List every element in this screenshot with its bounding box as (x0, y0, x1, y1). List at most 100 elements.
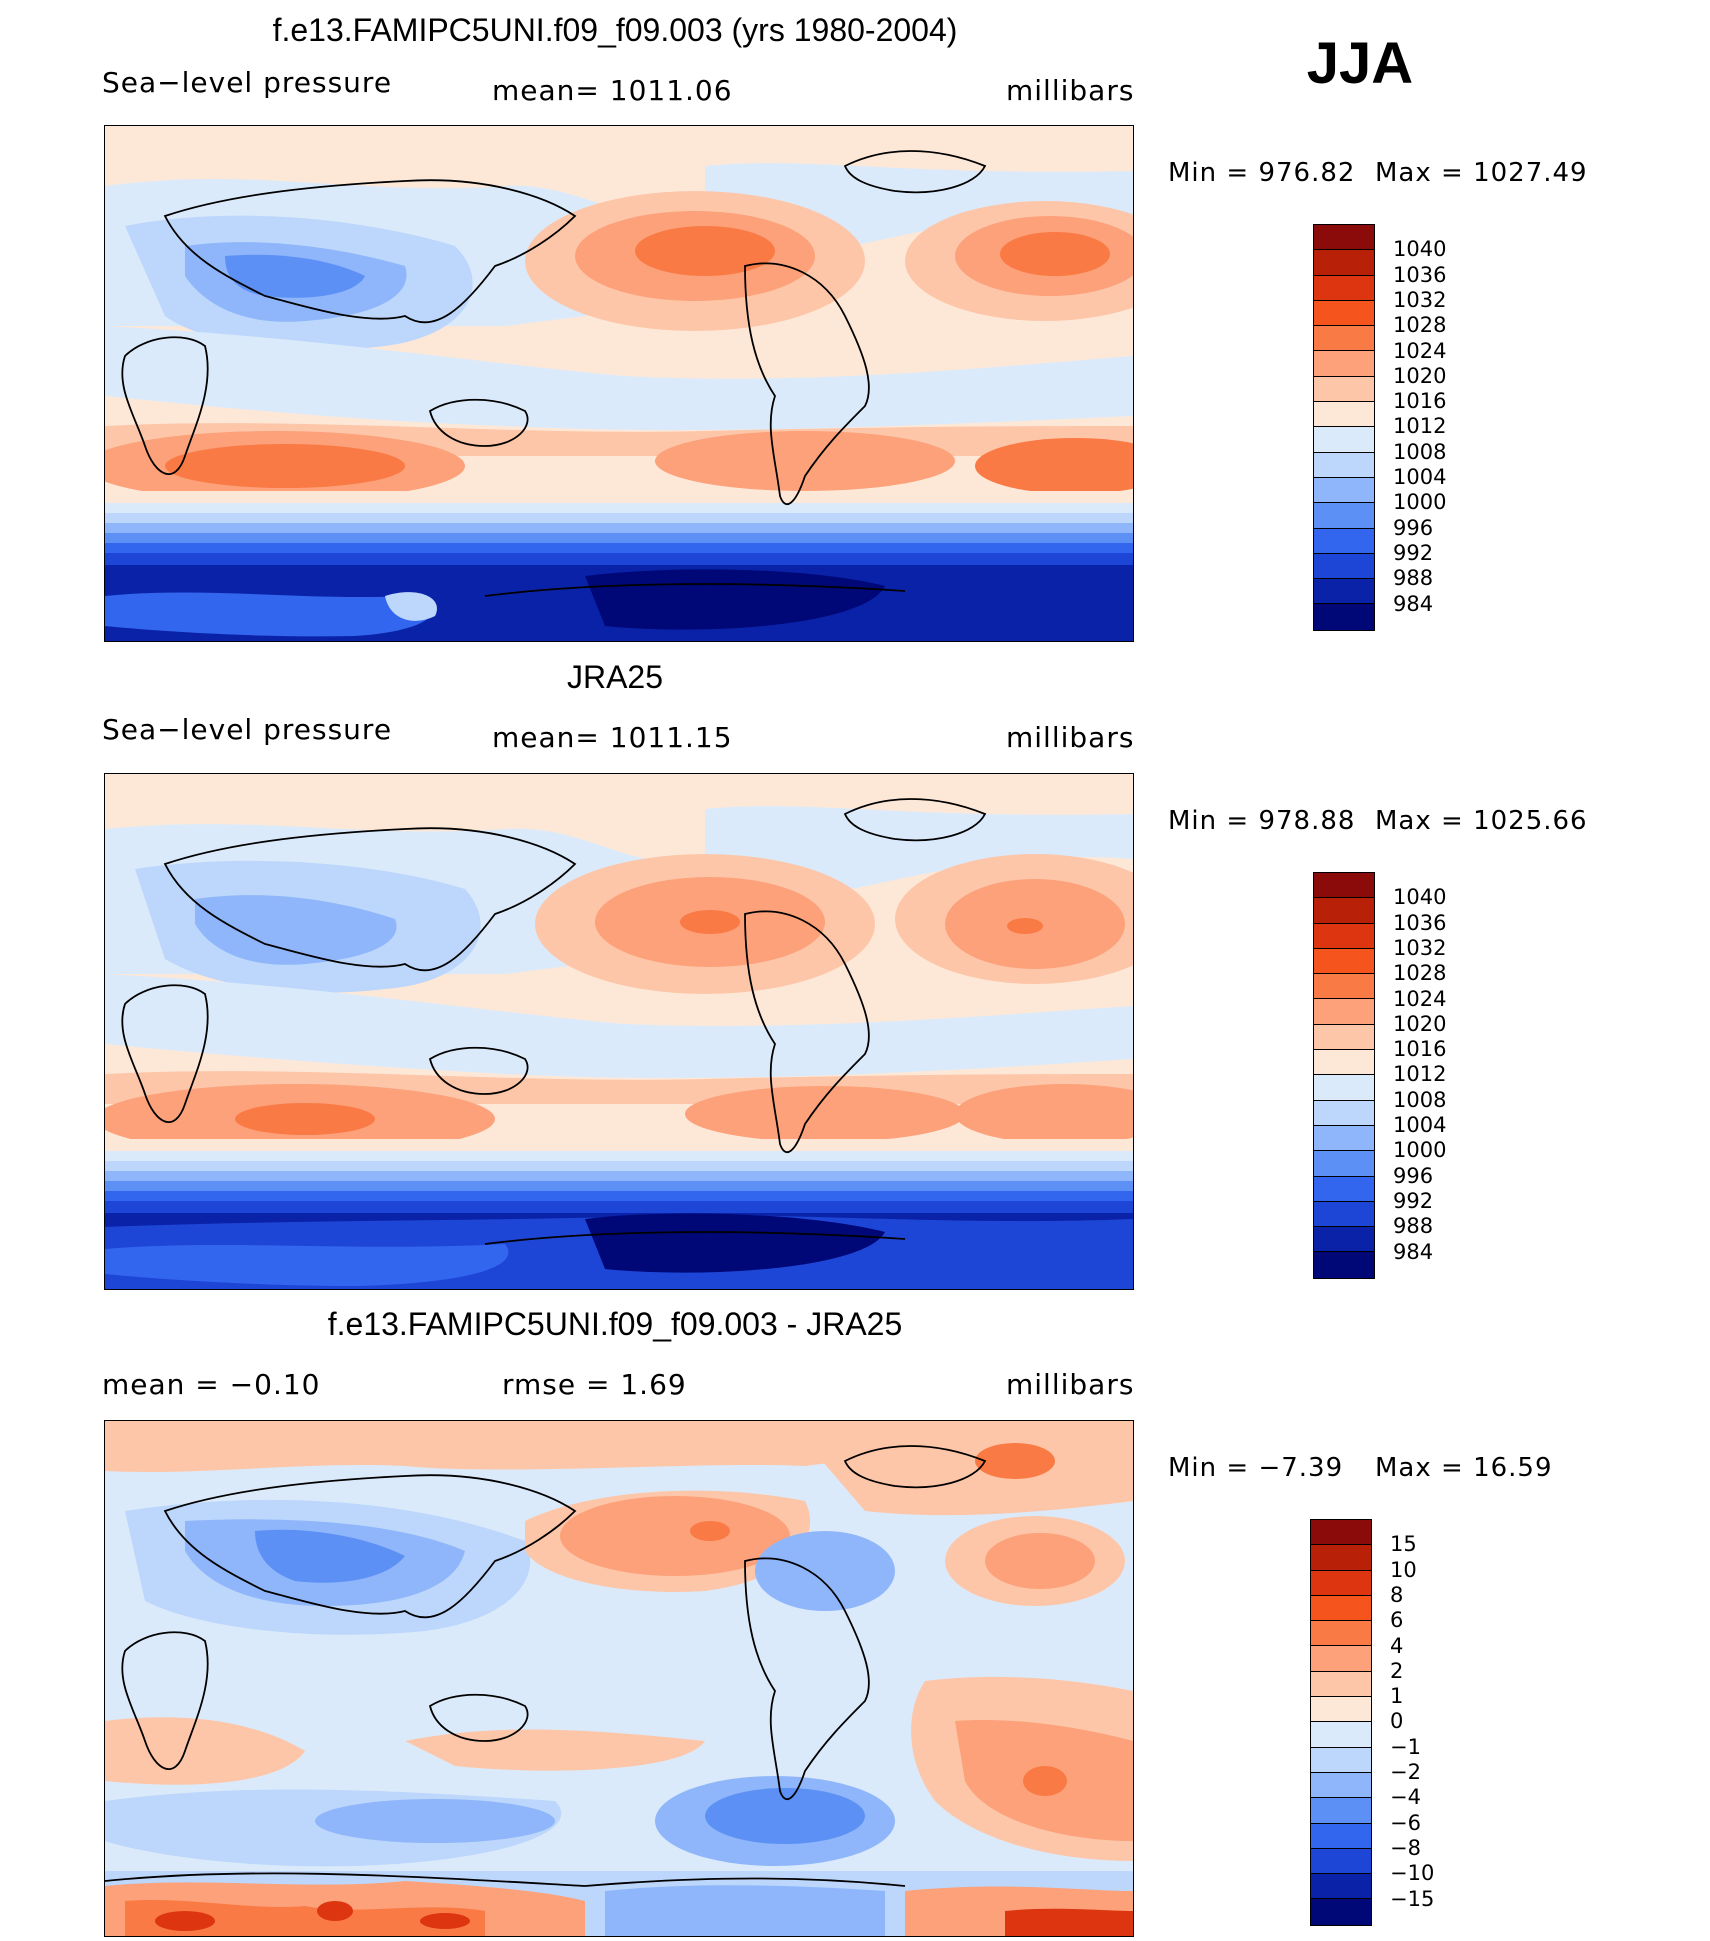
panel-2-colorbar-tick-label: 984 (1393, 1239, 1434, 1264)
panel-1-colorbar-swatch (1314, 528, 1374, 554)
panel-2-colorbar (1313, 872, 1375, 1279)
panel-2-colorbar-tick-label: 1020 (1393, 1011, 1447, 1036)
panel-1-colorbar-tick-label: 1024 (1393, 338, 1447, 363)
panel-3-colorbar (1310, 1519, 1372, 1926)
panel-3-colorbar-swatch (1311, 1570, 1371, 1596)
panel-1-colorbar-tick-label: 1012 (1393, 414, 1447, 439)
panel-3-colorbar-tick-label: 10 (1390, 1557, 1417, 1582)
panel-2-min-label: Min = 978.88 (1168, 806, 1356, 836)
panel-1-colorbar-tick-label: 1016 (1393, 389, 1447, 414)
panel-3-colorbar-swatch (1311, 1899, 1371, 1925)
panel-2-colorbar-swatch (1314, 873, 1374, 899)
panel-3-colorbar-swatch (1311, 1646, 1371, 1672)
panel-1-colorbar (1313, 224, 1375, 631)
panel-2-title: JRA25 (566, 659, 664, 695)
panel-3-colorbar-tick-label: 6 (1390, 1608, 1404, 1633)
panel-2-colorbar-swatch (1314, 1201, 1374, 1228)
panel-2-colorbar-tick-label: 1040 (1393, 885, 1447, 910)
panel-3-colorbar-tick-label: 1 (1390, 1684, 1404, 1709)
panel-2-colorbar-swatch (1314, 1227, 1374, 1253)
panel-2-colorbar-swatch (1314, 898, 1374, 924)
panel-1-colorbar-swatch (1314, 553, 1374, 580)
panel-3-colorbar-swatch (1311, 1595, 1371, 1622)
panel-1-colorbar-swatch (1314, 579, 1374, 605)
panel-1-colorbar-swatch (1314, 503, 1374, 529)
panel-3-colorbar-tick-label: −10 (1390, 1861, 1435, 1886)
panel-2-units-label: millibars (1006, 721, 1135, 754)
panel-2-colorbar-swatch (1314, 1050, 1374, 1076)
panel-2-colorbar-tick-label: 1004 (1393, 1113, 1447, 1137)
panel-3-colorbar-swatch (1311, 1520, 1371, 1546)
panel-2-colorbar-swatch (1314, 999, 1374, 1025)
panel-3-colorbar-swatch (1311, 1697, 1371, 1723)
panel-2-colorbar-swatch (1314, 1176, 1374, 1202)
panel-1-colorbar-swatch (1314, 300, 1374, 327)
panel-2-contour-field (105, 774, 1133, 1289)
panel-2-colorbar-swatch (1314, 1125, 1374, 1152)
panel-2-colorbar-swatch (1314, 1100, 1374, 1126)
panel-1-colorbar-tick-label: 1008 (1393, 439, 1447, 464)
panel-2-colorbar-tick-label: 996 (1393, 1163, 1434, 1188)
panel-1-colorbar-swatch (1314, 250, 1374, 276)
panel-3-colorbar-tick-label: −15 (1390, 1886, 1435, 1911)
panel-3-colorbar-swatch (1311, 1798, 1371, 1824)
panel-3-colorbar-tick-label: 2 (1390, 1658, 1404, 1683)
panel-1-colorbar-tick-label: 988 (1393, 566, 1434, 591)
panel-3-colorbar-tick-label: −4 (1390, 1785, 1421, 1810)
panel-2-colorbar-tick-label: 1036 (1393, 910, 1447, 935)
panel-1-colorbar-tick-label: 1000 (1393, 490, 1447, 515)
panel-3-colorbar-swatch (1311, 1671, 1371, 1698)
panel-1-colorbar-tick-label: 1028 (1393, 313, 1447, 338)
panel-1-units-label: millibars (1006, 74, 1135, 107)
panel-2-colorbar-tick-label: 1008 (1393, 1087, 1447, 1112)
panel-3-colorbar-swatch (1311, 1823, 1371, 1849)
panel-3-colorbar-swatch (1311, 1621, 1371, 1647)
panel-3-max-label: Max = 16.59 (1375, 1453, 1553, 1483)
panel-3-colorbar-tick-label: −6 (1390, 1810, 1421, 1835)
panel-2-colorbar-tick-label: 992 (1393, 1188, 1434, 1213)
panel-2-map (104, 773, 1134, 1290)
panel-2-colorbar-swatch (1314, 948, 1374, 975)
panel-1-colorbar-swatch (1314, 427, 1374, 453)
panel-2-colorbar-tick-label: 988 (1393, 1214, 1434, 1239)
panel-1-colorbar-swatch (1314, 326, 1374, 352)
panel-3-rmse-label: rmse = 1.69 (502, 1368, 687, 1401)
panel-3-map (104, 1420, 1134, 1937)
panel-2-colorbar-tick-label: 1024 (1393, 986, 1447, 1011)
panel-2-max-label: Max = 1025.66 (1375, 806, 1588, 836)
panel-3-contour-field (105, 1421, 1133, 1936)
panel-2-colorbar-swatch (1314, 1252, 1374, 1278)
panel-1-colorbar-swatch (1314, 477, 1374, 504)
panel-1-title: f.e13.FAMIPC5UNI.f09_f09.003 (yrs 1980-2… (272, 12, 958, 48)
panel-2-mean-label: mean= 1011.15 (492, 721, 733, 754)
panel-3-colorbar-tick-label: −8 (1390, 1835, 1421, 1860)
panel-1-colorbar-swatch (1314, 376, 1374, 403)
panel-1-colorbar-tick-label: 1004 (1393, 465, 1447, 489)
panel-2-colorbar-tick-label: 1012 (1393, 1062, 1447, 1087)
panel-3-colorbar-swatch (1311, 1545, 1371, 1571)
panel-1-contour-field (105, 126, 1133, 641)
panel-1-colorbar-swatch (1314, 225, 1374, 251)
panel-1-colorbar-swatch (1314, 402, 1374, 428)
panel-2-colorbar-tick-label: 1000 (1393, 1138, 1447, 1163)
panel-2-colorbar-swatch (1314, 1024, 1374, 1051)
panel-1-mean-label: mean= 1011.06 (492, 74, 733, 107)
panel-2-colorbar-swatch (1314, 1151, 1374, 1177)
panel-3-colorbar-swatch (1311, 1747, 1371, 1773)
panel-3-mean-label: mean = −0.10 (102, 1368, 321, 1401)
panel-3-colorbar-tick-label: 8 (1390, 1582, 1404, 1607)
panel-1-colorbar-tick-label: 996 (1393, 515, 1434, 540)
panel-1-colorbar-swatch (1314, 275, 1374, 301)
panel-3-colorbar-tick-label: −2 (1390, 1760, 1421, 1784)
panel-2-variable-label: Sea−level pressure (102, 713, 393, 746)
panel-2-colorbar-swatch (1314, 923, 1374, 949)
panel-1-colorbar-tick-label: 1020 (1393, 363, 1447, 388)
panel-1-colorbar-swatch (1314, 604, 1374, 630)
panel-1-colorbar-tick-label: 1036 (1393, 262, 1447, 287)
panel-3-min-label: Min = −7.39 (1168, 1453, 1344, 1483)
panel-1-colorbar-swatch (1314, 351, 1374, 377)
panel-3-colorbar-swatch (1311, 1874, 1371, 1900)
panel-3-title: f.e13.FAMIPC5UNI.f09_f09.003 - JRA25 (327, 1306, 903, 1342)
panel-1-colorbar-swatch (1314, 452, 1374, 478)
panel-2-colorbar-swatch (1314, 974, 1374, 1000)
